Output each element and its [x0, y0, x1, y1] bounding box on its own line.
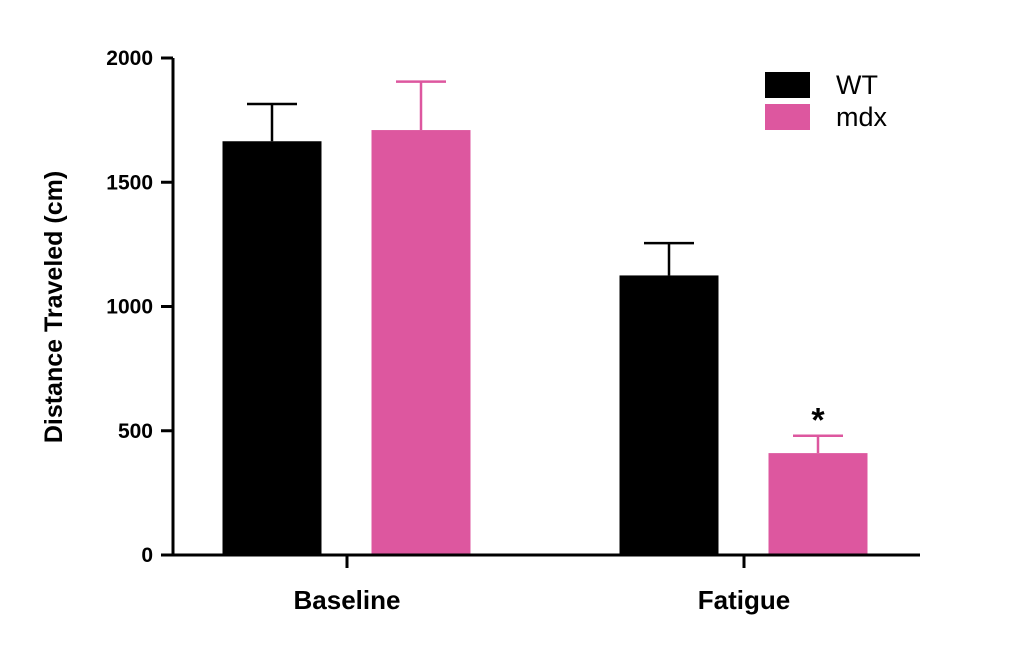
bar-wt-baseline: [222, 141, 322, 555]
legend-label-mdx: mdx: [836, 102, 888, 132]
bar-mdx-fatigue: [768, 453, 868, 555]
y-tick-label: 500: [118, 420, 153, 443]
bar-mdx-baseline: [371, 130, 471, 555]
legend-label-wt: WT: [836, 70, 878, 100]
y-axis-title: Distance Traveled (cm): [40, 171, 68, 443]
y-tick-label: 2000: [106, 47, 153, 70]
annotations-layer: *: [811, 402, 825, 440]
y-tick-label: 1500: [106, 171, 153, 194]
ticks-layer: 0 500 1000 1500 2000 Baseline Fatigue: [106, 47, 790, 615]
significance-marker: *: [811, 402, 825, 440]
bar-wt-fatigue: [619, 275, 719, 555]
x-tick-label-baseline: Baseline: [294, 585, 401, 615]
legend-swatch-wt: [765, 72, 810, 98]
x-tick-label-fatigue: Fatigue: [698, 585, 790, 615]
legend-swatch-mdx: [765, 104, 810, 130]
y-tick-label: 1000: [106, 296, 153, 319]
bars-layer: [222, 80, 868, 555]
y-tick-label: 0: [141, 544, 153, 567]
